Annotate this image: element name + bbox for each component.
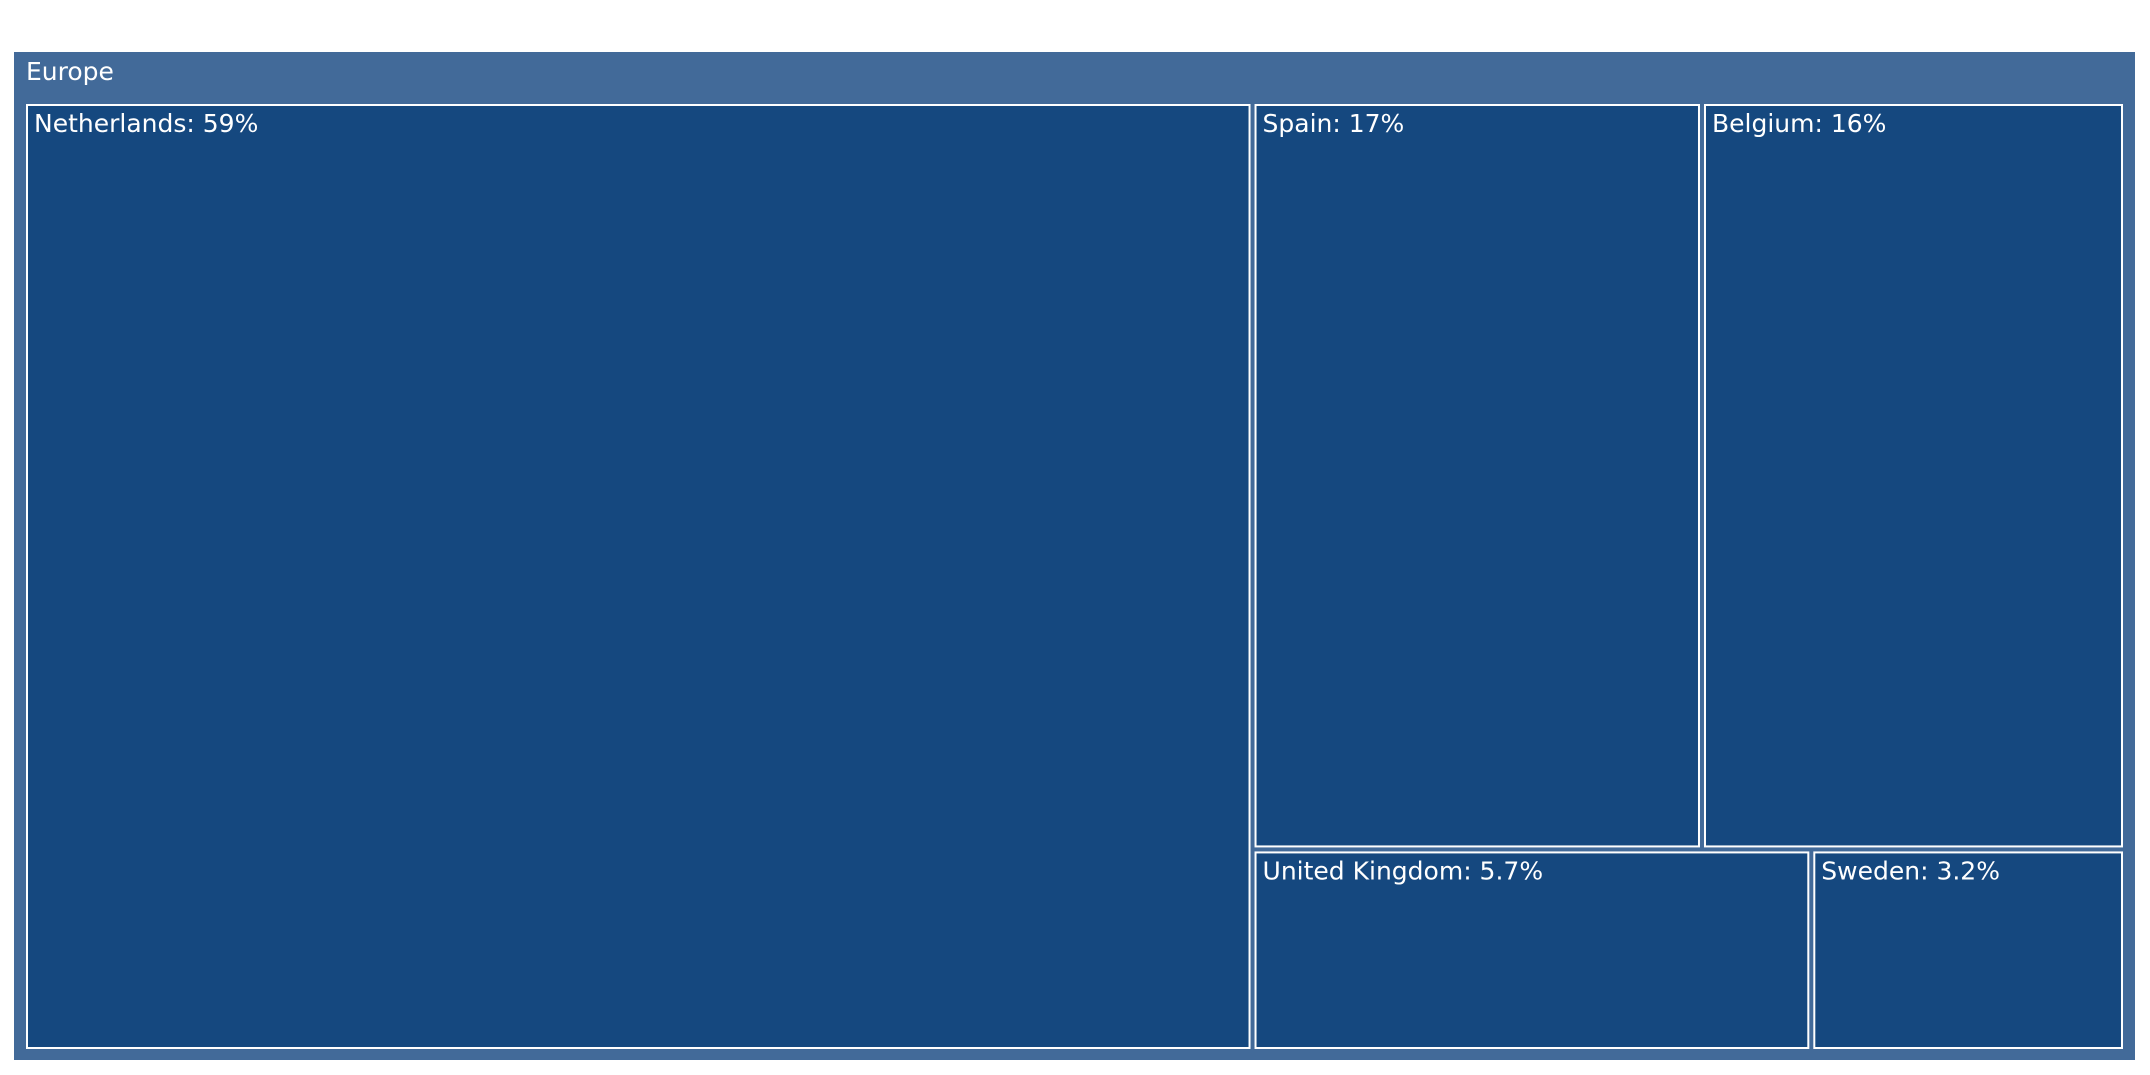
tile — [1703, 104, 2124, 848]
tile — [26, 104, 1251, 1049]
tile — [1254, 851, 1810, 1049]
tile — [1813, 851, 2123, 1049]
root-label: Europe — [26, 57, 114, 86]
tile-label: Sweden: 3.2% — [1821, 856, 2000, 885]
tile — [1254, 104, 1700, 848]
tile-label: Belgium: 16% — [1712, 109, 1886, 138]
tile-label: Spain: 17% — [1263, 109, 1405, 138]
tile-label: Netherlands: 59% — [34, 109, 258, 138]
tile-label: United Kingdom: 5.7% — [1263, 856, 1544, 885]
